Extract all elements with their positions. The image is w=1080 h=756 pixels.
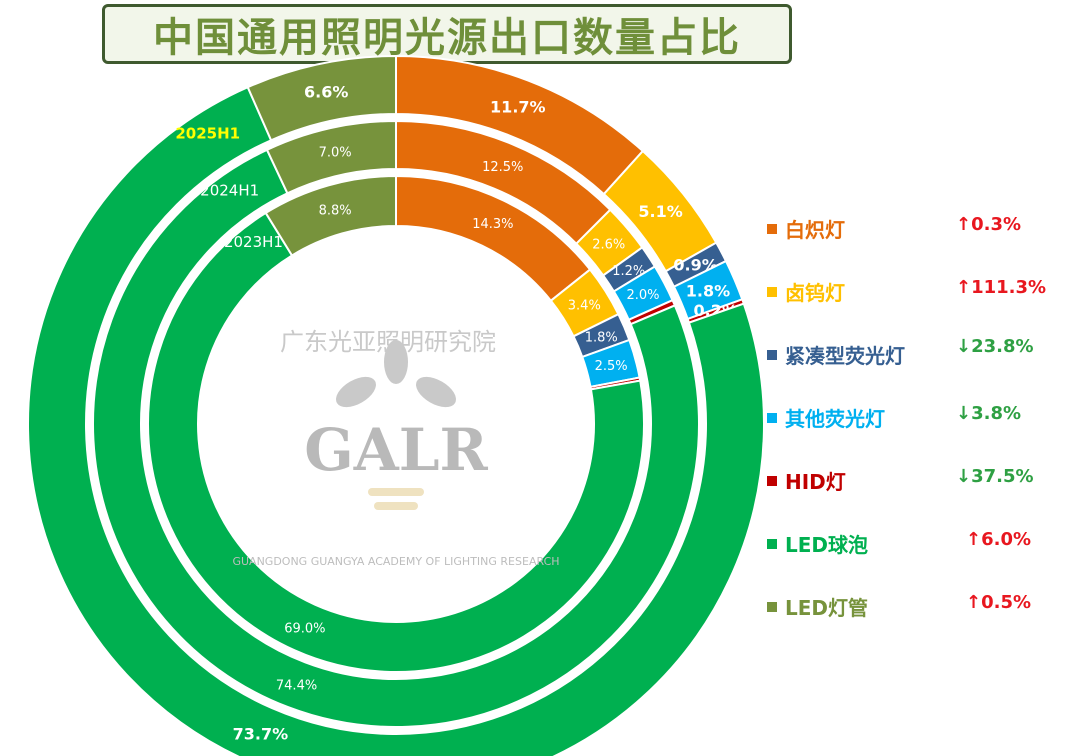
watermark-en: GUANGDONG GUANGYA ACADEMY OF LIGHTING RE…: [232, 555, 559, 568]
ring-2023H1-label-3: 2.5%: [595, 359, 628, 374]
ring-2024H1-label-6: 7.0%: [319, 146, 352, 161]
ring-2024H1-label-2: 1.2%: [612, 264, 645, 279]
ring-2023H1-label-1: 3.4%: [568, 299, 601, 314]
ring-2025H1-slice-6: [246, 54, 397, 142]
ring-2023H1-label-5: 69.0%: [284, 622, 325, 637]
ring-2023H1-label-0: 14.3%: [472, 217, 513, 232]
watermark-bulb-base: [374, 502, 418, 510]
ring-2023H1-slice-6: [264, 174, 397, 257]
ring-name-2025H1: 2025H1: [175, 124, 240, 142]
ring-2025H1-label-3: 1.8%: [686, 281, 730, 300]
watermark-leaf-icon: [336, 376, 376, 408]
ring-2025H1-label-5: 73.7%: [233, 725, 289, 744]
ring-2025H1-label-1: 5.1%: [638, 202, 682, 221]
ring-2024H1-slice-5: [92, 148, 700, 728]
ring-2024H1-label-3: 2.0%: [626, 288, 659, 303]
ring-2024H1-label-5: 74.4%: [276, 679, 317, 694]
ring-2024H1-slice-6: [265, 119, 397, 195]
chart-title: 中国通用照明光源出口数量占比: [153, 15, 741, 61]
ring-2023H1-label-6: 8.8%: [319, 203, 352, 218]
watermark-logo: GALR: [304, 416, 488, 484]
ring-2025H1-slice-5: [27, 85, 765, 756]
watermark-leaf-icon: [384, 340, 408, 384]
watermark-leaf-icon: [416, 376, 456, 408]
ring-2023H1-label-2: 1.8%: [585, 331, 618, 346]
ring-2025H1-label-0: 11.7%: [490, 98, 546, 117]
chart-title-box: 中国通用照明光源出口数量占比: [102, 4, 792, 64]
watermark-bulb-base: [368, 488, 424, 496]
ring-name-2023H1: 2023H1: [224, 233, 283, 251]
ring-name-2024H1: 2024H1: [200, 182, 259, 200]
ring-2024H1-label-0: 12.5%: [482, 160, 523, 175]
ring-2025H1-label-6: 6.6%: [304, 82, 348, 101]
watermark-disc: [206, 242, 586, 622]
ring-2023H1-slice-5: [147, 211, 645, 673]
ring-2024H1-label-1: 2.6%: [592, 237, 625, 252]
